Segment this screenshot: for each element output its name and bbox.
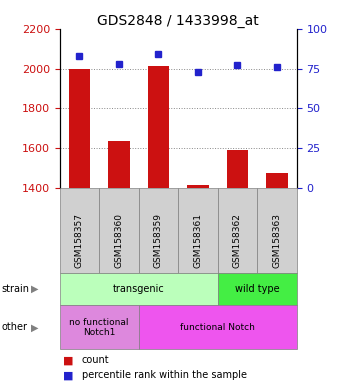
Text: ▶: ▶ — [31, 322, 38, 333]
Text: GSM158361: GSM158361 — [193, 214, 203, 268]
Bar — [266, 173, 288, 188]
Text: ■: ■ — [63, 356, 74, 366]
Text: percentile rank within the sample: percentile rank within the sample — [82, 370, 247, 381]
Text: wild type: wild type — [235, 284, 280, 294]
Text: ▶: ▶ — [31, 284, 38, 294]
Text: transgenic: transgenic — [113, 284, 165, 294]
Bar — [226, 150, 248, 188]
Text: strain: strain — [2, 284, 30, 294]
Text: ■: ■ — [63, 370, 74, 381]
Text: functional Notch: functional Notch — [180, 323, 255, 332]
Text: GSM158363: GSM158363 — [272, 214, 281, 268]
Text: count: count — [82, 356, 109, 366]
Title: GDS2848 / 1433998_at: GDS2848 / 1433998_at — [97, 14, 259, 28]
Text: GSM158357: GSM158357 — [75, 214, 84, 268]
Bar — [148, 66, 169, 188]
Text: GSM158359: GSM158359 — [154, 214, 163, 268]
Text: GSM158360: GSM158360 — [115, 214, 123, 268]
Bar — [69, 69, 90, 188]
Text: GSM158362: GSM158362 — [233, 214, 242, 268]
Text: no functional
Notch1: no functional Notch1 — [70, 318, 129, 337]
Bar — [187, 185, 209, 188]
Text: other: other — [2, 322, 28, 333]
Bar — [108, 141, 130, 188]
